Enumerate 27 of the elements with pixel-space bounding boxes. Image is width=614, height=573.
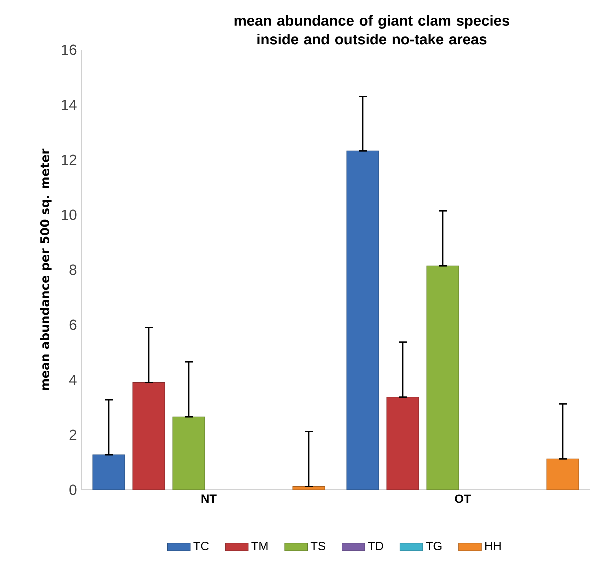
chart-title: mean abundance of giant clam species inside and outside no-take areas: [234, 15, 510, 45]
y-tick-label: 4: [69, 374, 77, 386]
legend-label: TC: [194, 542, 209, 551]
y-tick-label: 16: [62, 44, 77, 56]
legend-label: TS: [310, 542, 326, 551]
legend-label: TM: [252, 542, 268, 550]
legend-label: TG: [426, 542, 442, 551]
y-tick-label: 8: [70, 264, 77, 276]
y-tick-label: 0: [70, 484, 77, 496]
y-tick-label: 10: [62, 210, 77, 220]
bar: [132, 382, 166, 490]
bar: [546, 458, 580, 490]
y-tick-label: 2: [70, 430, 77, 440]
x-tick-label: NT: [202, 494, 217, 503]
bar: [426, 266, 460, 490]
bar: [386, 397, 420, 490]
bar: [172, 416, 206, 490]
y-tick-label: 6: [70, 320, 77, 330]
y-tick-label: 14: [62, 100, 77, 110]
bar: [292, 486, 326, 490]
legend-label: HH: [486, 542, 501, 550]
bar: [346, 150, 380, 490]
y-tick-label: 12: [62, 154, 77, 166]
y-axis-title: mean abundance per 500 sq. meter: [40, 148, 52, 390]
bar: [92, 454, 126, 490]
legend-label: TD: [368, 542, 384, 550]
x-tick-label: OT: [455, 494, 472, 504]
